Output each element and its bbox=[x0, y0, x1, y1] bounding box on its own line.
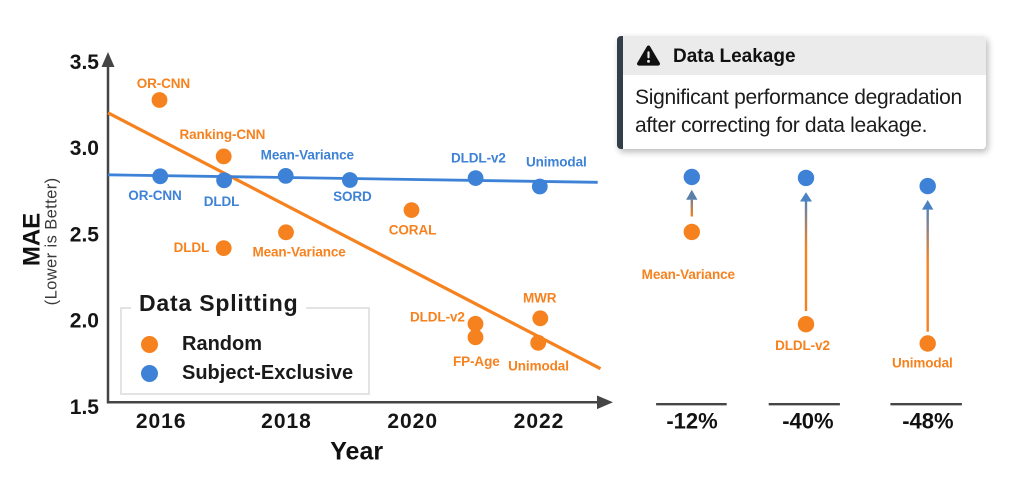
svg-text:2018: 2018 bbox=[261, 410, 312, 433]
svg-text:2.0: 2.0 bbox=[70, 310, 99, 333]
svg-text:Unimodal: Unimodal bbox=[892, 356, 953, 371]
svg-text:Unimodal: Unimodal bbox=[508, 359, 569, 374]
svg-text:DLDL-v2: DLDL-v2 bbox=[775, 338, 830, 353]
svg-text:Unimodal: Unimodal bbox=[526, 154, 587, 169]
svg-text:FP-Age: FP-Age bbox=[453, 354, 500, 369]
svg-text:2.5: 2.5 bbox=[70, 223, 100, 246]
svg-text:DLDL-v2: DLDL-v2 bbox=[410, 310, 465, 325]
svg-text:DLDL: DLDL bbox=[204, 194, 240, 209]
svg-text:-48%: -48% bbox=[902, 408, 953, 433]
svg-text:MWR: MWR bbox=[523, 291, 557, 306]
svg-text:Mean-Variance: Mean-Variance bbox=[252, 245, 346, 260]
svg-text:Ranking-CNN: Ranking-CNN bbox=[179, 127, 265, 142]
svg-text:Year: Year bbox=[330, 438, 383, 466]
svg-text:-40%: -40% bbox=[782, 408, 833, 433]
svg-text:1.5: 1.5 bbox=[70, 396, 100, 419]
svg-text:-12%: -12% bbox=[666, 408, 717, 433]
svg-text:OR-CNN: OR-CNN bbox=[137, 76, 190, 91]
svg-text:3.5: 3.5 bbox=[70, 51, 100, 74]
svg-text:Mean-Variance: Mean-Variance bbox=[261, 148, 355, 163]
svg-text:SORD: SORD bbox=[333, 189, 372, 204]
svg-text:MAE: MAE bbox=[19, 213, 46, 266]
svg-text:3.0: 3.0 bbox=[70, 137, 99, 160]
svg-text:2022: 2022 bbox=[514, 410, 565, 433]
svg-text:2020: 2020 bbox=[387, 410, 438, 433]
svg-text:2016: 2016 bbox=[136, 410, 187, 433]
svg-text:OR-CNN: OR-CNN bbox=[128, 188, 181, 203]
svg-text:DLDL-v2: DLDL-v2 bbox=[451, 151, 506, 166]
svg-text:DLDL: DLDL bbox=[174, 240, 210, 255]
svg-text:CORAL: CORAL bbox=[389, 223, 437, 238]
svg-text:(Lower is Better): (Lower is Better) bbox=[43, 177, 61, 305]
svg-text:Mean-Variance: Mean-Variance bbox=[642, 267, 736, 282]
